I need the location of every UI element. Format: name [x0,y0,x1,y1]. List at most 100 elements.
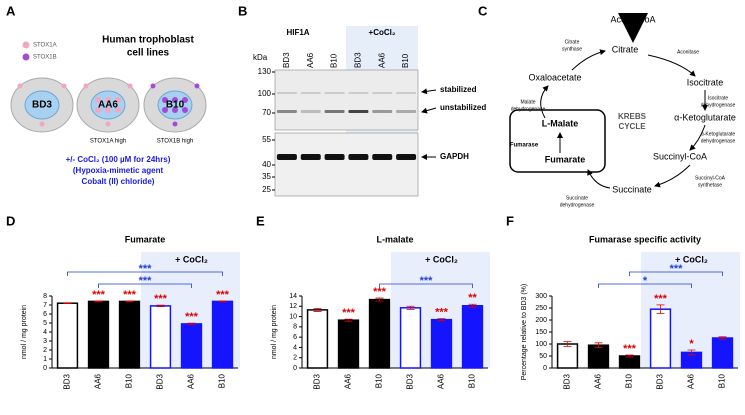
error-bar [218,300,227,303]
panel-letter: F [506,213,514,228]
error-bar [437,318,446,322]
y-tick-label: 100 [535,341,547,348]
y-tick-label: 2 [293,355,297,362]
chart-title: L-malate [376,234,413,244]
cell-note: STOX1B high [157,139,194,145]
protein [150,83,156,89]
metabolite: α-Ketoglutarate [674,112,736,122]
bar [180,323,203,369]
error-bar [125,300,134,303]
bar [306,309,329,369]
arrow [540,85,549,119]
significance: *** [654,293,668,305]
protein [182,107,188,113]
bar [711,337,734,369]
treatment-text: Cobalt (II) chloride) [82,177,155,186]
error-bar [187,322,196,326]
chart-title: Fumarase specific activity [589,234,701,244]
band [372,92,393,94]
bar [649,308,672,369]
metabolite: Isocitrate [687,77,724,87]
bar [118,300,141,369]
cycle-label: KREBS [618,112,647,121]
x-tick-label: AA6 [187,373,196,389]
significance: *** [123,289,137,301]
x-tick-label: BD3 [563,373,572,389]
protein [83,83,89,89]
metabolite: L-Malate [542,118,579,128]
panel-a: A STOX1A STOX1B Human trophoblast cell l… [6,3,207,186]
y-tick-label: 150 [535,329,547,336]
band [396,154,417,160]
x-tick-label: B10 [468,373,477,388]
lane-label: B10 [401,53,410,68]
group-label: + CoCl₂ [675,254,708,264]
enzyme: Malate [520,99,535,105]
legend-label: STOX1B [33,55,57,61]
enzyme: Citrate [565,39,580,45]
y-tick-label: 2 [43,347,47,354]
y-tick-label: 200 [535,317,547,324]
protein [105,107,111,113]
x-tick-label: B10 [125,373,134,388]
comparison-bracket [629,271,723,276]
y-tick-label: 5 [43,320,47,327]
enzyme: Succinyl-CoA [695,175,726,181]
x-tick-label: AA6 [94,373,103,389]
arrow [647,54,696,77]
y-axis-label: Percentage relative to BD3 (%) [521,284,528,381]
error-bar [406,305,415,310]
y-tick-label: 12 [289,303,297,310]
x-tick-label: B10 [218,373,227,388]
comparison-label: *** [139,263,153,275]
panel-letter: A [6,3,16,18]
protein [39,121,45,127]
x-tick-label: AA6 [594,373,603,389]
panel-letter: D [6,213,15,228]
cycle-label: CYCLE [618,122,646,131]
group-label: + CoCl₂ [175,254,208,264]
error-bar [63,302,72,305]
arrow [689,124,706,151]
enzyme: Isocitrate [708,95,729,101]
bar [87,300,110,369]
chart-title: Fumarate [125,234,166,244]
arrow [587,169,611,189]
bar [399,307,422,369]
lane-label: BD3 [282,52,291,68]
protein [172,107,178,113]
protein [162,107,168,113]
band-label: unstabilized [440,103,486,112]
x-tick-label: BD3 [313,373,322,389]
protein [172,121,178,127]
metabolite: Citrate [612,44,639,54]
x-tick-label: AA6 [344,373,353,389]
y-tick-label: 14 [289,293,297,300]
protein [95,97,101,103]
x-tick-label: BD3 [406,373,415,389]
x-tick-label: AA6 [687,373,696,389]
y-tick-label: 4 [43,329,47,336]
error-bar [344,318,353,322]
blot [274,69,419,131]
x-tick-label: BD3 [63,373,72,389]
y-tick-label: 0 [43,365,47,372]
lane-label: B10 [330,53,339,68]
enzyme: Fumarase [510,143,539,149]
metabolite: Fumarate [545,154,586,164]
arrow [571,49,606,71]
band [300,110,321,113]
arrow [421,88,437,95]
marker-label: 35 [262,172,271,181]
significance: *** [216,289,230,301]
lane-label: AA6 [377,52,386,68]
protein [194,83,200,89]
marker-label: 70 [262,108,271,117]
y-tick-label: 50 [539,353,547,360]
bar [56,302,79,369]
metabolite: Acetyl-CoA [610,14,655,24]
enzyme: Succinate [566,195,588,201]
error-bar [563,341,572,347]
band [324,154,345,160]
metabolite: Oxaloacetate [528,72,581,82]
